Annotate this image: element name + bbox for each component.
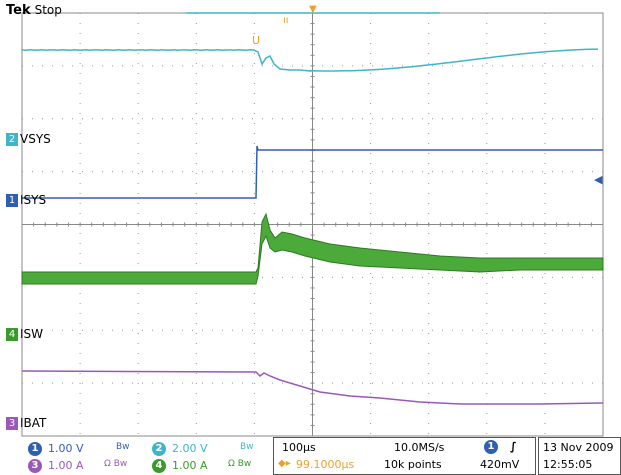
channel-2-marker: 2 bbox=[6, 133, 18, 146]
channel-3-name: IBAT bbox=[20, 416, 47, 430]
status-bar: 1 1.00 V Bw 2 2.00 V Bw 3 1.00 A Ω Bw 4 … bbox=[22, 436, 621, 475]
ibat-trace bbox=[21, 370, 604, 405]
ch1-badge[interactable]: 1 bbox=[28, 442, 42, 456]
ch4-badge[interactable]: 4 bbox=[152, 459, 166, 473]
channel-4-name: ISW bbox=[20, 327, 44, 341]
horizontal-offset: 99.1000µs bbox=[296, 458, 355, 471]
ch1-scale: 1.00 V bbox=[48, 442, 84, 455]
channel-1-marker: 1 bbox=[6, 194, 18, 207]
vertical-settings: 1 1.00 V Bw 2 2.00 V Bw 3 1.00 A Ω Bw 4 … bbox=[22, 438, 273, 475]
ch2-suffix: Bw bbox=[240, 442, 254, 452]
ch1-suffix: Bw bbox=[116, 442, 130, 452]
horizontal-trigger-settings: 100µs 10.0MS/s ◆▸ 99.1000µs 10k points 1… bbox=[273, 437, 536, 475]
date-time-box: 13 Nov 2009 12:55:05 bbox=[538, 437, 621, 475]
acquisition-state: Stop bbox=[34, 3, 62, 17]
ch4-scale: 1.00 A bbox=[172, 459, 208, 472]
vsys-trace bbox=[21, 48, 599, 72]
channel-3-marker: 3 bbox=[6, 417, 18, 430]
ch4-suffix: Ω Bw bbox=[228, 459, 252, 469]
trigger-position-marker: ▼ bbox=[309, 4, 317, 15]
sample-rate: 10.0MS/s bbox=[394, 441, 445, 454]
channel-label-isw: 4 ISW bbox=[6, 327, 43, 341]
channel-1-name: ISYS bbox=[20, 193, 47, 207]
channel-label-isys: 1 ISYS bbox=[6, 193, 46, 207]
trigger-marker: U bbox=[252, 34, 260, 47]
time: 12:55:05 bbox=[543, 458, 593, 471]
time-scale: 100µs bbox=[282, 441, 316, 454]
date: 13 Nov 2009 bbox=[543, 441, 614, 454]
channel-label-vsys: 2 VSYS bbox=[6, 132, 51, 146]
ch3-badge[interactable]: 3 bbox=[28, 459, 42, 473]
brand-label: Tek bbox=[6, 3, 31, 18]
trigger-slope-icon: ∫ bbox=[510, 440, 517, 453]
channel-label-ibat: 3 IBAT bbox=[6, 416, 46, 430]
ch3-suffix: Ω Bw bbox=[104, 459, 128, 469]
ch3-scale: 1.00 A bbox=[48, 459, 84, 472]
ch2-scale: 2.00 V bbox=[172, 442, 208, 455]
isw-trace bbox=[21, 212, 604, 285]
status-title: Tek Stop bbox=[6, 3, 62, 18]
cursor-marker-top: ıı bbox=[283, 15, 289, 26]
isys-trace bbox=[22, 145, 603, 199]
trigger-level-arrow: ◀ bbox=[594, 173, 603, 186]
trigger-source-badge[interactable]: 1 bbox=[484, 440, 498, 454]
channel-2-name: VSYS bbox=[20, 132, 51, 146]
ch2-badge[interactable]: 2 bbox=[152, 442, 166, 456]
trigger-level: 420mV bbox=[480, 458, 520, 471]
channel-4-marker: 4 bbox=[6, 328, 18, 341]
trigger-offset-icon: ◆▸ bbox=[278, 458, 291, 469]
record-length: 10k points bbox=[384, 458, 442, 471]
